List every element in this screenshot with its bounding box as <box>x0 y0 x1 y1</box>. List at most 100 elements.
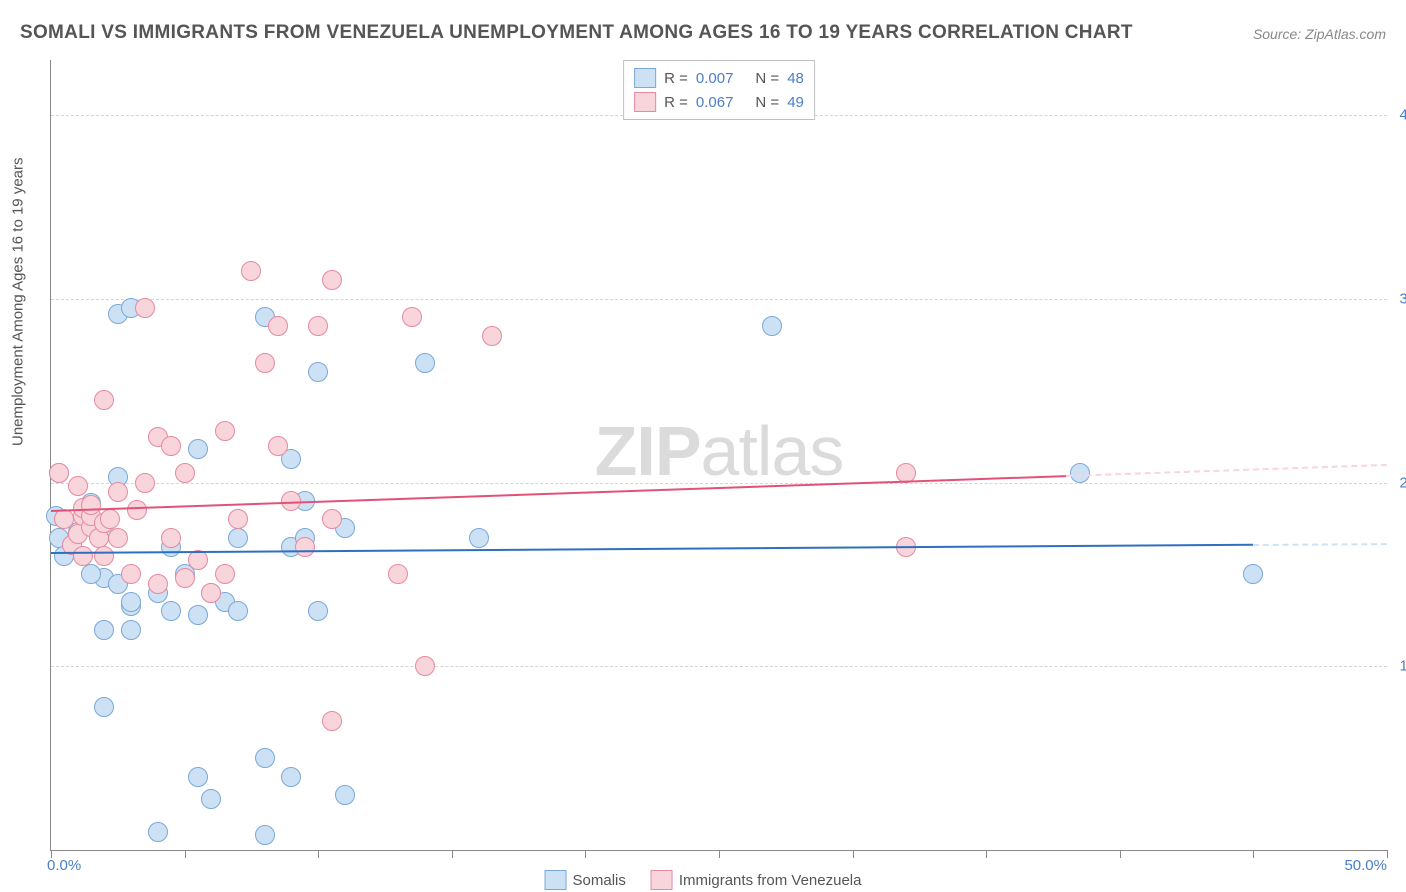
scatter-point <box>188 605 208 625</box>
scatter-point <box>188 439 208 459</box>
gridline <box>51 299 1387 300</box>
scatter-point <box>161 528 181 548</box>
scatter-point <box>201 789 221 809</box>
x-tick-label: 50.0% <box>1344 857 1387 874</box>
x-tick <box>318 850 319 858</box>
scatter-point <box>148 574 168 594</box>
scatter-point <box>268 316 288 336</box>
scatter-point <box>135 298 155 318</box>
scatter-point <box>175 463 195 483</box>
r-value-somalis: 0.007 <box>696 70 734 87</box>
scatter-point <box>469 528 489 548</box>
scatter-point <box>188 767 208 787</box>
trend-line <box>1253 543 1387 548</box>
scatter-point <box>388 564 408 584</box>
n-value-venezuela: 49 <box>787 94 804 111</box>
legend-item-venezuela: Immigrants from Venezuela <box>651 870 862 890</box>
watermark-bold: ZIP <box>595 412 701 490</box>
scatter-point <box>215 564 235 584</box>
x-tick <box>719 850 720 858</box>
gridline <box>51 483 1387 484</box>
legend-row-venezuela: R = 0.067 N = 49 <box>634 90 804 114</box>
x-tick <box>452 850 453 858</box>
scatter-point <box>108 482 128 502</box>
scatter-point <box>255 825 275 845</box>
trend-line <box>1066 464 1387 479</box>
scatter-point <box>49 463 69 483</box>
scatter-point <box>228 528 248 548</box>
y-axis-title: Unemployment Among Ages 16 to 19 years <box>10 157 27 446</box>
scatter-point <box>135 473 155 493</box>
swatch-somalis <box>545 870 567 890</box>
watermark: ZIPatlas <box>595 411 844 491</box>
scatter-point <box>228 601 248 621</box>
scatter-point <box>161 436 181 456</box>
x-tick-label: 0.0% <box>47 857 81 874</box>
scatter-point <box>268 436 288 456</box>
scatter-point <box>108 528 128 548</box>
x-tick <box>1387 850 1388 858</box>
legend-item-somalis: Somalis <box>545 870 626 890</box>
scatter-point <box>94 546 114 566</box>
y-tick-label: 20.0% <box>1399 474 1406 491</box>
r-label: R = <box>664 70 688 87</box>
scatter-point <box>215 421 235 441</box>
scatter-point <box>322 711 342 731</box>
scatter-point <box>402 307 422 327</box>
n-label: N = <box>755 70 779 87</box>
scatter-point <box>73 546 93 566</box>
source-label: Source: ZipAtlas.com <box>1253 26 1386 42</box>
x-tick <box>585 850 586 858</box>
scatter-point <box>415 656 435 676</box>
scatter-point <box>81 564 101 584</box>
x-tick <box>853 850 854 858</box>
scatter-point <box>175 568 195 588</box>
scatter-point <box>121 620 141 640</box>
scatter-point <box>100 509 120 529</box>
scatter-point <box>94 390 114 410</box>
scatter-point <box>127 500 147 520</box>
y-tick-label: 30.0% <box>1399 290 1406 307</box>
scatter-point <box>81 495 101 515</box>
plot-area: ZIPatlas R = 0.007 N = 48 R = 0.067 N = … <box>50 60 1387 851</box>
swatch-venezuela <box>634 92 656 112</box>
scatter-point <box>295 537 315 557</box>
x-tick <box>1253 850 1254 858</box>
r-label: R = <box>664 94 688 111</box>
n-value-somalis: 48 <box>787 70 804 87</box>
scatter-point <box>415 353 435 373</box>
n-label: N = <box>755 94 779 111</box>
trend-line <box>51 475 1066 512</box>
swatch-venezuela <box>651 870 673 890</box>
scatter-point <box>255 353 275 373</box>
scatter-point <box>94 697 114 717</box>
chart-container: SOMALI VS IMMIGRANTS FROM VENEZUELA UNEM… <box>0 0 1406 892</box>
scatter-point <box>308 601 328 621</box>
scatter-point <box>322 509 342 529</box>
legend-label-venezuela: Immigrants from Venezuela <box>679 872 862 889</box>
x-tick <box>185 850 186 858</box>
scatter-point <box>121 564 141 584</box>
x-tick <box>1120 850 1121 858</box>
scatter-point <box>148 822 168 842</box>
chart-title: SOMALI VS IMMIGRANTS FROM VENEZUELA UNEM… <box>20 22 1133 44</box>
scatter-point <box>308 362 328 382</box>
scatter-point <box>322 270 342 290</box>
correlation-legend: R = 0.007 N = 48 R = 0.067 N = 49 <box>623 60 815 120</box>
scatter-point <box>255 748 275 768</box>
legend-label-somalis: Somalis <box>573 872 626 889</box>
scatter-point <box>335 785 355 805</box>
scatter-point <box>121 592 141 612</box>
scatter-point <box>241 261 261 281</box>
y-tick-label: 10.0% <box>1399 658 1406 675</box>
series-legend: Somalis Immigrants from Venezuela <box>545 870 862 890</box>
legend-row-somalis: R = 0.007 N = 48 <box>634 66 804 90</box>
scatter-point <box>281 767 301 787</box>
scatter-point <box>308 316 328 336</box>
watermark-rest: atlas <box>701 412 844 490</box>
scatter-point <box>228 509 248 529</box>
scatter-point <box>68 476 88 496</box>
swatch-somalis <box>634 68 656 88</box>
scatter-point <box>201 583 221 603</box>
r-value-venezuela: 0.067 <box>696 94 734 111</box>
